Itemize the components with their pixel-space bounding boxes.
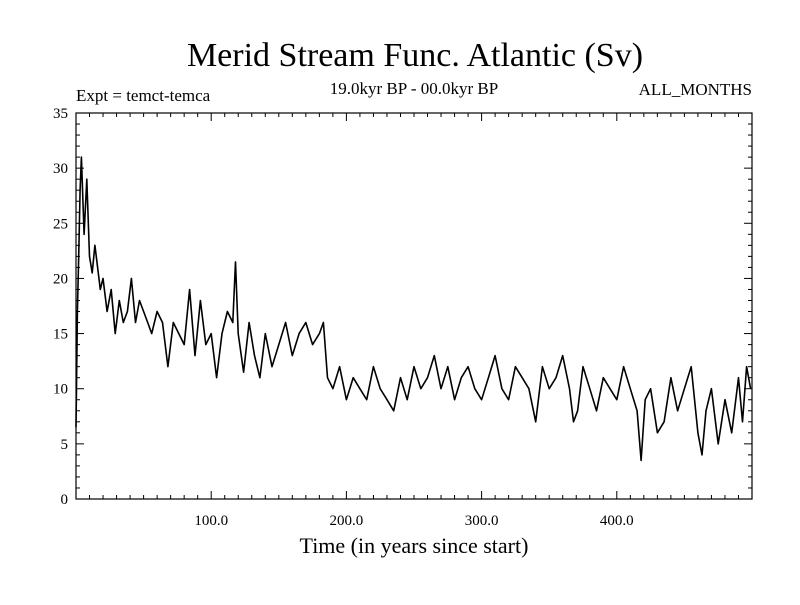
x-tick-label: 400.0 [600, 513, 634, 529]
y-tick-label: 30 [53, 161, 68, 177]
y-tick-label: 25 [53, 216, 68, 232]
series-line [75, 156, 752, 462]
y-tick-label: 5 [61, 437, 69, 453]
axis-ticks: 100.0 200.0 300.0 400.0 0 5 10 15 20 25 30 35 [53, 106, 752, 529]
y-tick-label: 10 [53, 382, 68, 398]
chart-title: Merid Stream Func. Atlantic (Sv) [187, 37, 643, 74]
plot-area-frame [75, 112, 753, 500]
y-tick-label: 35 [53, 106, 68, 122]
x-tick-label: 200.0 [330, 513, 364, 529]
x-tick-label: 300.0 [465, 513, 499, 529]
series-layer [75, 156, 752, 462]
y-tick-label: 20 [53, 271, 68, 287]
months-label: ALL_MONTHS [639, 80, 752, 99]
time-range-label: 19.0kyr BP - 00.0kyr BP [330, 79, 498, 98]
experiment-label: Expt = temct-temca [76, 86, 211, 105]
x-axis-label: Time (in years since start) [300, 533, 529, 558]
x-tick-label: 100.0 [194, 513, 228, 529]
y-tick-label: 15 [53, 327, 68, 343]
y-tick-label: 0 [61, 492, 69, 508]
